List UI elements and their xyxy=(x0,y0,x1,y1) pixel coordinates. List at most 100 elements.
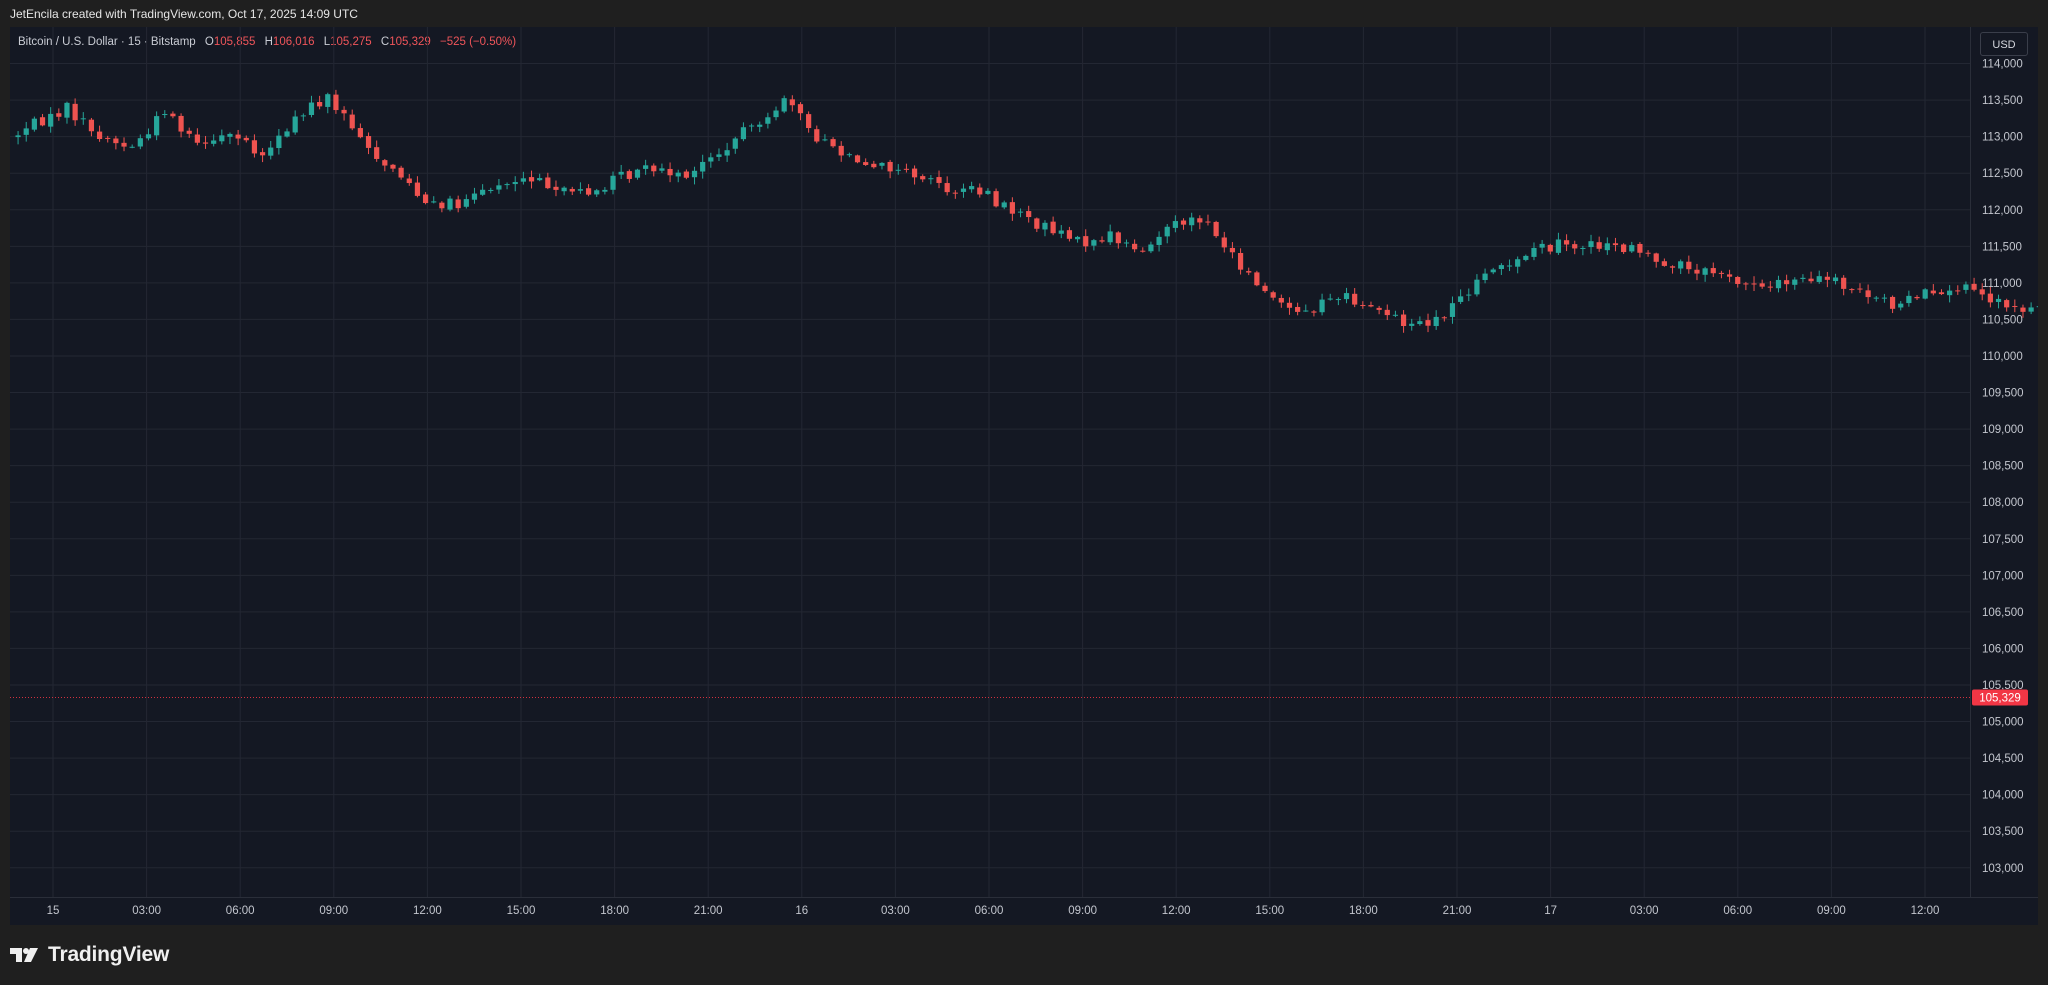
candle xyxy=(72,98,78,126)
candle xyxy=(577,182,584,194)
candle xyxy=(1971,277,1977,292)
candle xyxy=(382,158,388,172)
candle xyxy=(520,171,526,185)
time-tick-label: 12:00 xyxy=(1162,905,1191,917)
candle xyxy=(651,163,657,177)
candle xyxy=(1213,220,1219,238)
candle-body xyxy=(520,178,526,182)
candle-body xyxy=(349,114,355,129)
candle xyxy=(1295,302,1301,316)
candle-body xyxy=(757,124,763,127)
candle xyxy=(1547,243,1553,255)
candle-body xyxy=(1841,277,1847,289)
candle-body xyxy=(1474,279,1480,295)
chart-panel[interactable]: Bitcoin / U.S. Dollar · 15 · Bitstamp O1… xyxy=(10,27,2038,925)
candle-body xyxy=(683,171,689,178)
tradingview-logo[interactable]: TradingView xyxy=(10,941,169,969)
candle xyxy=(1506,259,1513,272)
candle xyxy=(1180,218,1187,230)
candle xyxy=(585,184,592,197)
candle xyxy=(643,159,649,175)
candle-body xyxy=(259,152,266,156)
candle xyxy=(2004,298,2010,312)
candle-body xyxy=(439,202,445,209)
candle xyxy=(1669,265,1676,274)
candle-body xyxy=(643,165,649,169)
time-tick-label: 21:00 xyxy=(694,905,723,917)
candle-body xyxy=(1898,303,1904,308)
candle xyxy=(1637,242,1643,258)
candle-body xyxy=(977,187,983,195)
candle xyxy=(724,142,730,162)
candle xyxy=(1539,239,1545,254)
candle-body xyxy=(2028,307,2034,312)
candle xyxy=(1930,284,1936,296)
candle-body xyxy=(1213,221,1219,237)
candle xyxy=(308,95,315,118)
candle-body xyxy=(31,118,37,130)
candle xyxy=(626,169,632,183)
candle-body xyxy=(211,140,217,144)
candle xyxy=(928,174,934,185)
candle-body xyxy=(382,160,388,166)
candle xyxy=(1205,214,1211,226)
candle xyxy=(398,165,404,180)
candle xyxy=(985,188,991,195)
candle xyxy=(1572,240,1578,255)
candle-body xyxy=(398,167,404,178)
candle-body xyxy=(1229,247,1236,253)
candle-body xyxy=(1009,202,1015,214)
candle xyxy=(15,131,21,145)
candle xyxy=(504,182,510,190)
candle-body xyxy=(1026,211,1032,218)
candle xyxy=(154,111,160,141)
candle xyxy=(594,188,600,197)
candle-body xyxy=(846,154,852,156)
candle xyxy=(1246,267,1252,276)
candle xyxy=(1425,313,1431,333)
candle-body xyxy=(390,164,396,169)
price-tick-label: 112,000 xyxy=(1982,205,2023,217)
candle-body xyxy=(806,114,812,129)
candle xyxy=(48,107,54,133)
symbol-title[interactable]: Bitcoin / U.S. Dollar · 15 · Bitstamp xyxy=(18,36,196,48)
candle-body xyxy=(1694,269,1700,274)
candle xyxy=(822,134,828,142)
candle-body xyxy=(170,113,176,117)
candle-body xyxy=(1352,293,1358,305)
candle-body xyxy=(773,110,779,118)
candle xyxy=(1849,288,1855,294)
candle-body xyxy=(105,137,111,139)
candle-body xyxy=(1678,261,1684,269)
candle-body xyxy=(1995,298,2002,302)
candle xyxy=(1914,295,1920,300)
candle-body xyxy=(1718,272,1725,274)
candle xyxy=(1237,248,1244,275)
candle-body xyxy=(1759,283,1765,287)
candlestick-chart[interactable]: 114,000 113,500 113,000 112,500 112,000 111,5… xyxy=(10,27,2038,925)
candle xyxy=(1816,270,1822,284)
candle xyxy=(1523,254,1529,262)
candle-body xyxy=(2012,306,2018,308)
candle xyxy=(390,163,396,173)
currency-button[interactable]: USD xyxy=(1980,32,2028,56)
candle-body xyxy=(1091,240,1097,246)
candle xyxy=(137,134,143,150)
candle xyxy=(333,89,339,114)
candle-body xyxy=(903,168,910,170)
candle-body xyxy=(1506,265,1513,267)
candle xyxy=(1189,212,1195,232)
high-label: H xyxy=(264,36,273,48)
candle xyxy=(789,95,795,112)
candle xyxy=(341,106,347,121)
candle xyxy=(259,148,266,163)
candle xyxy=(1009,197,1015,221)
candle xyxy=(1596,236,1602,252)
candle-body xyxy=(985,190,991,194)
candle-body xyxy=(1767,286,1773,288)
price-tick-label: 106,000 xyxy=(1982,643,2024,655)
candle-body xyxy=(2036,306,2038,308)
candle-body xyxy=(1270,292,1276,298)
candle-body xyxy=(1824,276,1830,280)
candle-body xyxy=(1246,271,1252,273)
